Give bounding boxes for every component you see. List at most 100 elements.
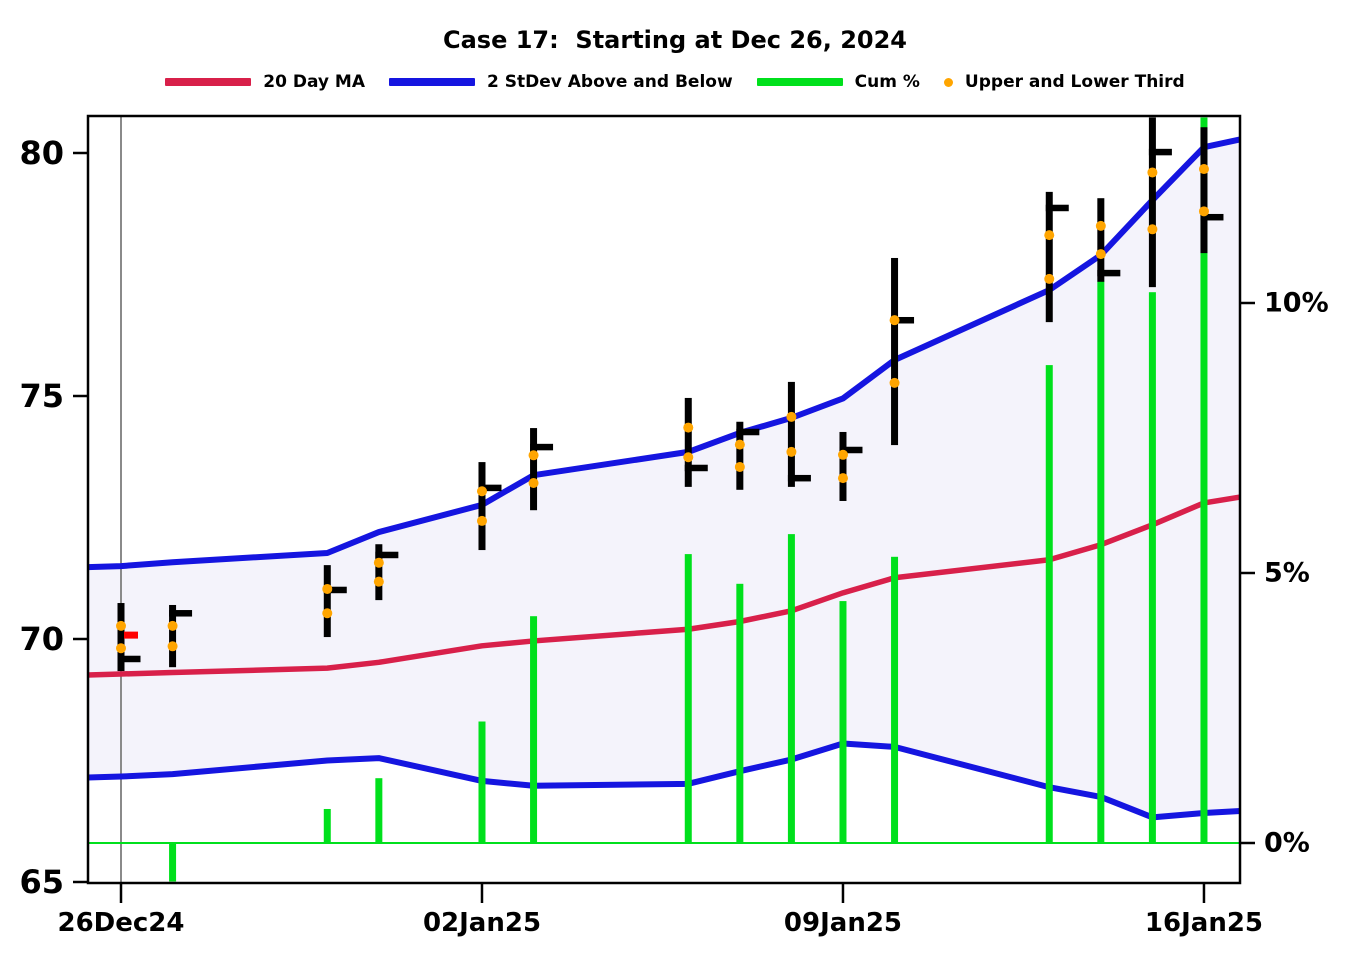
close-tick	[787, 474, 811, 482]
lower-third-dot	[1044, 273, 1055, 284]
date-tick-label: 26Dec24	[58, 908, 185, 938]
stdev-band-swatch	[389, 78, 476, 86]
cum-pct-bar	[839, 601, 847, 843]
lower-third-dot	[167, 641, 178, 652]
upper-third-dot	[889, 315, 900, 326]
cum-pct-bar	[684, 554, 692, 843]
ohlc-bar	[1200, 127, 1208, 254]
price-tick-label: 75	[19, 377, 64, 415]
ohlc-bar	[1045, 191, 1053, 323]
lower-third-dot	[734, 461, 745, 472]
ma-line-swatch	[165, 78, 252, 86]
close-tick	[891, 316, 915, 324]
upper-third-dot	[1147, 167, 1158, 178]
lower-third-dot	[322, 608, 333, 619]
price-tick-label: 70	[19, 620, 64, 658]
pct-tick-label: 0%	[1264, 828, 1310, 859]
upper-third-dot	[476, 486, 487, 497]
close-tick	[839, 446, 863, 454]
legend-label: 20 Day MA	[263, 72, 366, 92]
upper-third-dot	[837, 449, 848, 460]
upper-third-dot	[528, 450, 539, 461]
cum-pct-bar	[323, 808, 331, 843]
cum-pct-bar	[478, 721, 486, 843]
upper-third-dot	[1095, 220, 1106, 231]
legend-item-stdev-band: 2 StDev Above and Below	[389, 72, 733, 92]
lower-third-dot	[1198, 206, 1209, 217]
ohlc-bar	[787, 381, 795, 487]
cum-pct-bar	[530, 616, 538, 843]
lower-third-dot	[1147, 224, 1158, 235]
ohlc-bar	[1097, 198, 1105, 282]
ohlc-bar	[478, 462, 486, 551]
lower-third-dot	[1095, 249, 1106, 260]
upper-third-dot	[734, 439, 745, 450]
legend-item-ma: 20 Day MA	[165, 72, 365, 92]
lower-third-dot	[373, 576, 384, 587]
date-tick-label: 16Jan25	[1145, 908, 1263, 938]
ohlc-bar	[169, 604, 177, 668]
ohlc-bar	[375, 544, 383, 601]
pct-tick-label: 5%	[1264, 558, 1310, 589]
ohlc-bar	[323, 565, 331, 638]
lower-third-dot	[476, 515, 487, 526]
lower-third-dot	[528, 477, 539, 488]
legend-item-cum-pct: Cum %	[756, 72, 920, 92]
close-tick	[684, 464, 708, 472]
cum-pct-bar	[1148, 292, 1156, 843]
upper-third-dot	[1044, 230, 1055, 241]
legend-label: 2 StDev Above and Below	[487, 72, 733, 92]
upper-third-dot	[1198, 164, 1209, 175]
cum-pct-bar	[375, 778, 383, 843]
legend-label: Cum %	[854, 72, 920, 92]
red-mark-tick	[124, 631, 138, 639]
cum-pct-bar	[1200, 117, 1208, 843]
lower-third-dot	[889, 377, 900, 388]
ohlc-bar	[1148, 117, 1156, 288]
ohlc-bar	[839, 431, 847, 501]
ohlc-bar	[117, 603, 125, 672]
lower-third-dot	[116, 643, 126, 654]
upper-third-dot	[116, 620, 126, 631]
cum-pct-bar	[169, 843, 177, 882]
ohlc-bar	[530, 428, 538, 511]
upper-third-dot	[167, 620, 178, 631]
cum-pct-bar	[736, 583, 744, 843]
close-tick	[530, 443, 554, 451]
ohlc-bar	[736, 421, 744, 490]
chart-title: Case 17: Starting at Dec 26, 2024	[442, 26, 907, 54]
upper-third-dot	[683, 422, 694, 433]
upper-third-dot	[786, 411, 797, 422]
cum-pct-bar	[787, 534, 795, 843]
ohlc-bar	[684, 397, 692, 487]
date-tick-label: 02Jan25	[423, 908, 541, 938]
close-tick	[117, 655, 141, 663]
close-tick	[1148, 148, 1172, 156]
cum-pct-bar	[891, 556, 899, 843]
cum-pct-swatch	[756, 78, 843, 86]
legend-label: Upper and Lower Third	[964, 72, 1185, 92]
close-tick	[375, 551, 399, 559]
pct-tick-label: 10%	[1264, 288, 1329, 319]
close-tick	[1045, 204, 1069, 212]
upper-third-dot	[373, 557, 384, 568]
date-tick-label: 09Jan25	[784, 908, 902, 938]
lower-third-dot	[683, 452, 694, 463]
thirds-dot-swatch	[943, 77, 953, 87]
stdev-band-fill	[87, 139, 1241, 818]
price-tick-label: 65	[19, 863, 64, 901]
chart-legend: 20 Day MA 2 StDev Above and Below Cum % …	[0, 72, 1350, 92]
ohlc-bar	[891, 257, 899, 446]
close-tick	[169, 610, 193, 617]
close-tick	[323, 586, 347, 594]
cum-pct-bar	[1045, 365, 1053, 843]
upper-third-dot	[322, 583, 333, 594]
lower-third-dot	[837, 473, 848, 484]
lower-third-dot	[786, 446, 797, 457]
legend-item-thirds: Upper and Lower Third	[943, 72, 1185, 92]
close-tick	[1200, 213, 1224, 221]
cum-pct-bar	[1097, 281, 1105, 843]
close-tick	[478, 484, 502, 492]
